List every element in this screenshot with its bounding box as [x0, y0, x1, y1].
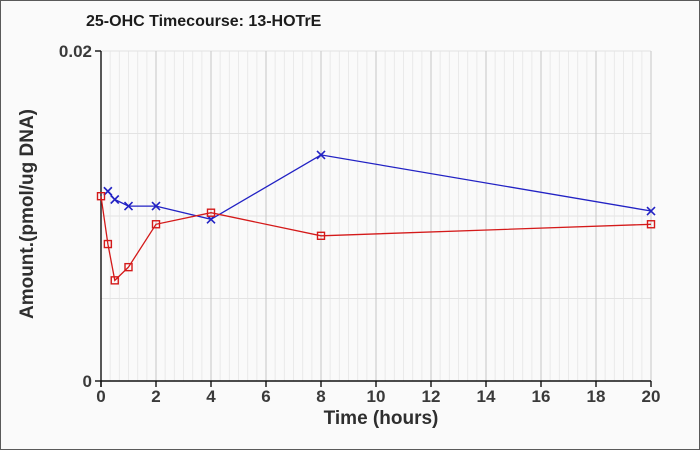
marker-square — [103, 239, 113, 249]
marker-square — [206, 208, 216, 217]
x-axis-title: Time (hours) — [323, 408, 439, 429]
marker-square — [646, 220, 656, 229]
x-tick-label: 2 — [151, 387, 160, 406]
series-line-red-square-series — [100, 196, 652, 282]
marker-x — [103, 186, 113, 196]
x-tick-label: 20 — [642, 387, 661, 406]
marker-square — [110, 276, 119, 285]
x-tick-label: 6 — [261, 387, 270, 406]
y-tick-label: 0.02 — [59, 42, 92, 61]
series-line-blue-x-series — [107, 154, 652, 220]
marker-x — [151, 201, 161, 211]
x-tick-label: 0 — [96, 387, 105, 406]
x-tick-label: 8 — [316, 387, 325, 406]
chart-title: 25-OHC Timecourse: 13-HOTrE — [86, 13, 322, 30]
y-tick-label: 0 — [83, 372, 92, 391]
x-tick-label: 18 — [587, 387, 606, 406]
x-tick-label: 12 — [422, 387, 441, 406]
marker-x — [110, 194, 120, 205]
marker-square — [151, 220, 161, 229]
marker-square — [316, 231, 326, 241]
x-tick-label: 4 — [206, 387, 216, 406]
marker-x — [123, 201, 134, 211]
x-tick-label: 14 — [477, 387, 496, 406]
marker-x — [316, 150, 326, 160]
marker-x — [646, 206, 656, 216]
x-tick-label: 10 — [367, 387, 386, 406]
marker-square — [96, 191, 106, 201]
marker-square — [124, 262, 133, 272]
x-tick-label: 16 — [532, 387, 551, 406]
